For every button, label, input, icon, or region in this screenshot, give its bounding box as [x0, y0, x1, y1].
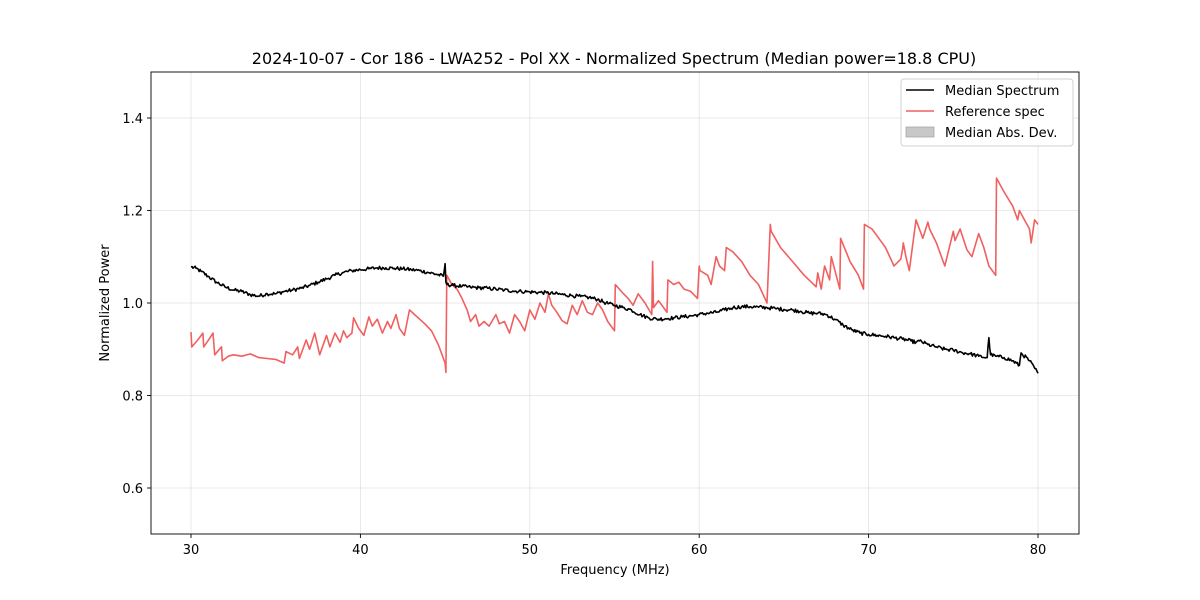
series-line-median-spectrum: [190, 262, 1039, 374]
x-axis-ticks: 30 40 50 60 70 80: [183, 534, 1047, 558]
y-axis-ticks: 0.6 0.8 1.0 1.2 1.4: [122, 112, 151, 497]
y-axis-label: Normalized Power: [98, 244, 113, 362]
legend-label-median-spectrum: Median Spectrum: [945, 84, 1059, 99]
legend: Median Spectrum Reference spec Median Ab…: [900, 78, 1074, 147]
y-tick-label: 1.4: [122, 112, 143, 127]
x-tick-label: 30: [183, 543, 200, 558]
x-tick-label: 70: [860, 543, 877, 558]
y-tick-label: 1.0: [122, 297, 143, 312]
x-tick-label: 80: [1030, 543, 1047, 558]
legend-swatch-median-abs-dev: [905, 126, 935, 138]
y-tick-label: 0.8: [122, 390, 143, 405]
y-tick-label: 0.6: [122, 482, 143, 497]
chart-title: 2024-10-07 - Cor 186 - LWA252 - Pol XX -…: [252, 49, 976, 68]
x-tick-label: 50: [522, 543, 539, 558]
x-tick-label: 60: [691, 543, 708, 558]
y-tick-label: 1.2: [122, 205, 143, 220]
legend-frame: [900, 78, 1074, 147]
x-axis-label: Frequency (MHz): [560, 563, 669, 578]
legend-label-median-abs-dev: Median Abs. Dev.: [945, 126, 1057, 141]
legend-label-reference-spec: Reference spec: [945, 105, 1045, 120]
x-tick-label: 40: [352, 543, 369, 558]
series-line-reference-spec: [190, 177, 1039, 374]
series-group: [190, 177, 1039, 374]
